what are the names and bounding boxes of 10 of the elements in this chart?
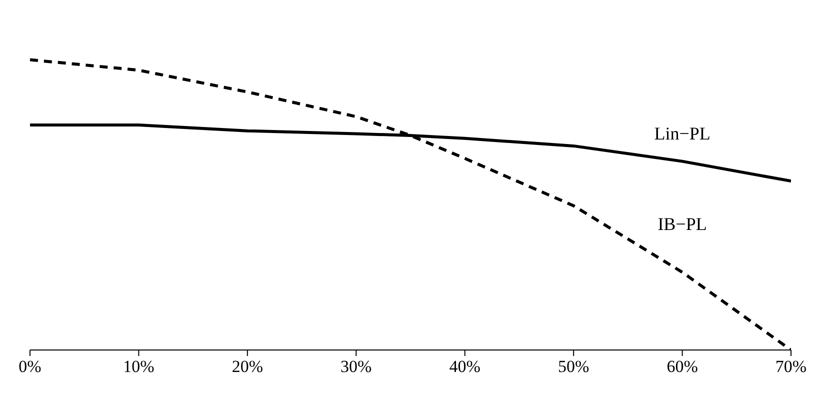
x-tick-label: 30% [340,357,372,376]
series-label: IB−PL [658,214,707,234]
x-tick-label: 50% [558,357,590,376]
x-tick-label: 40% [449,357,480,376]
x-tick-label: 60% [666,357,698,376]
series-label: Lin−PL [654,123,710,144]
x-tick-label: 70% [775,357,807,376]
x-tick-label: 0% [18,357,42,376]
x-tick-label: 10% [123,357,154,376]
x-tick-label: 20% [232,357,264,376]
